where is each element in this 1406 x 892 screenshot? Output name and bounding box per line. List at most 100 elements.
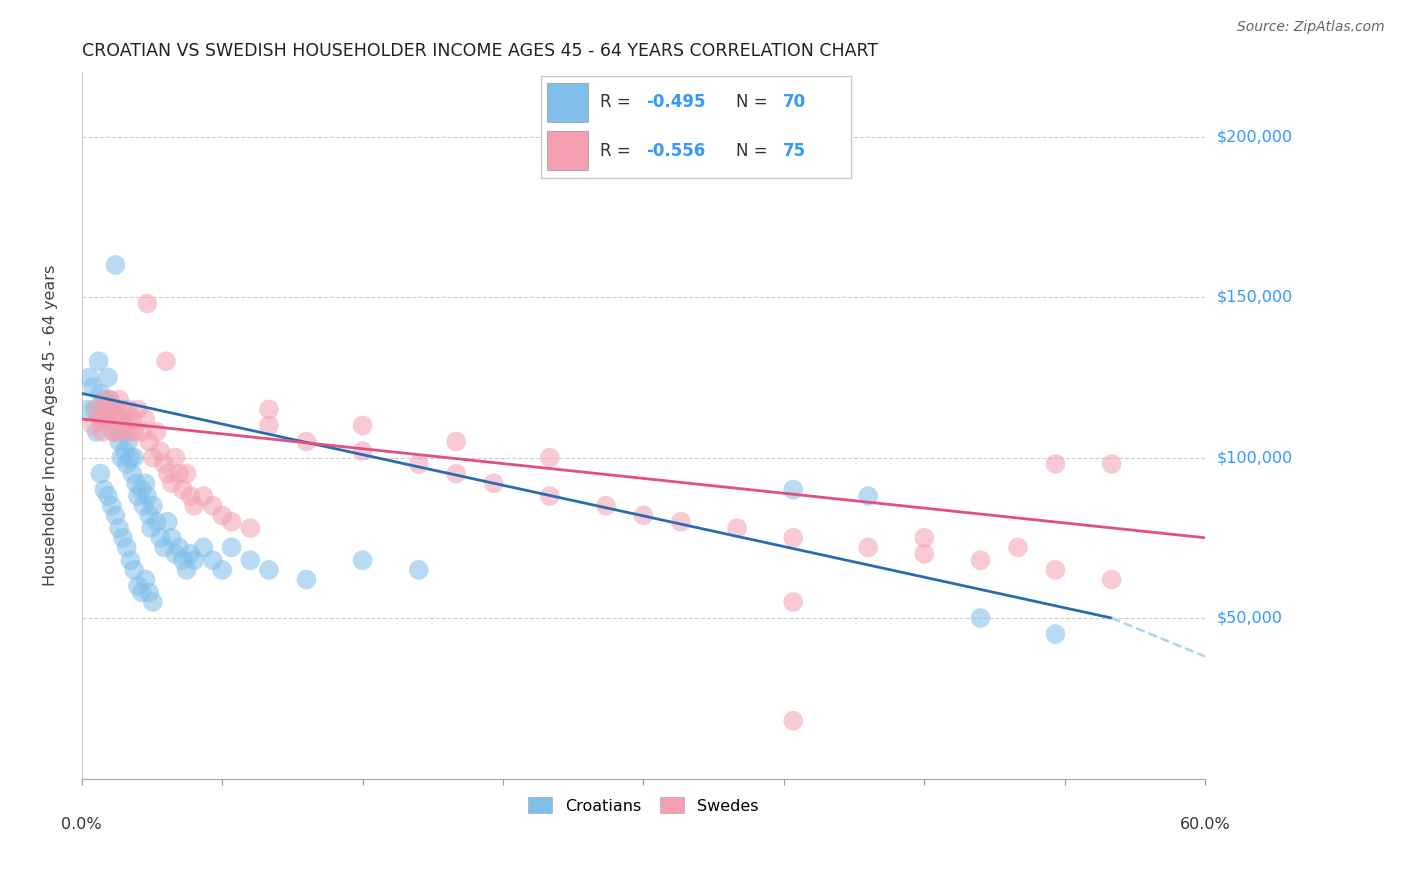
Point: [86, 402, 108, 417]
Point: [114, 418, 136, 433]
Point: [295, 434, 318, 449]
Point: [160, 531, 183, 545]
Point: [142, 450, 165, 465]
Point: [108, 521, 131, 535]
Point: [93, 392, 115, 407]
Text: $150,000: $150,000: [1216, 290, 1292, 304]
Point: [82, 380, 104, 394]
Point: [239, 553, 262, 567]
Point: [193, 541, 215, 555]
Point: [117, 402, 139, 417]
Point: [179, 547, 201, 561]
Text: CROATIAN VS SWEDISH HOUSEHOLDER INCOME AGES 45 - 64 YEARS CORRELATION CHART: CROATIAN VS SWEDISH HOUSEHOLDER INCOME A…: [82, 42, 877, 60]
Point: [165, 450, 187, 465]
Point: [183, 499, 205, 513]
Point: [89, 412, 111, 426]
Point: [153, 457, 176, 471]
Point: [856, 489, 879, 503]
Bar: [547, 131, 588, 170]
Y-axis label: Householder Income Ages 45 - 64 years: Householder Income Ages 45 - 64 years: [44, 265, 58, 586]
Point: [1045, 627, 1067, 641]
Point: [912, 531, 935, 545]
Point: [257, 418, 280, 433]
Point: [104, 508, 127, 523]
Point: [211, 508, 233, 523]
Point: [98, 392, 121, 407]
Point: [97, 412, 120, 426]
Point: [120, 553, 142, 567]
Point: [114, 444, 136, 458]
Point: [352, 418, 374, 433]
Point: [201, 499, 224, 513]
Point: [257, 402, 280, 417]
Point: [89, 386, 111, 401]
Point: [352, 553, 374, 567]
Point: [136, 296, 159, 310]
Point: [211, 563, 233, 577]
Point: [183, 553, 205, 567]
Point: [111, 531, 134, 545]
Point: [167, 541, 190, 555]
Point: [127, 402, 149, 417]
Point: [122, 450, 145, 465]
Point: [100, 412, 122, 426]
Point: [155, 354, 177, 368]
Point: [91, 409, 114, 423]
Legend: Croatians, Swedes: Croatians, Swedes: [522, 790, 765, 820]
Point: [633, 508, 655, 523]
Point: [134, 412, 156, 426]
Point: [142, 595, 165, 609]
Text: R =: R =: [600, 142, 636, 160]
Point: [352, 444, 374, 458]
Point: [104, 402, 127, 417]
Point: [82, 418, 104, 433]
Point: [782, 714, 804, 728]
Point: [138, 585, 160, 599]
Point: [76, 402, 98, 417]
Point: [122, 425, 145, 439]
Point: [131, 425, 153, 439]
Point: [969, 553, 991, 567]
Point: [117, 434, 139, 449]
Point: [115, 541, 138, 555]
Point: [1045, 457, 1067, 471]
Point: [110, 412, 132, 426]
Point: [97, 370, 120, 384]
Point: [125, 476, 148, 491]
Point: [156, 467, 179, 481]
Point: [93, 392, 115, 407]
Point: [201, 553, 224, 567]
Point: [127, 579, 149, 593]
Point: [100, 499, 122, 513]
Point: [179, 489, 201, 503]
Point: [145, 515, 167, 529]
Point: [156, 515, 179, 529]
Text: N =: N =: [737, 142, 773, 160]
Point: [165, 547, 187, 561]
Point: [295, 573, 318, 587]
Point: [93, 483, 115, 497]
Text: 0.0%: 0.0%: [62, 817, 103, 832]
Text: $100,000: $100,000: [1216, 450, 1292, 465]
Point: [108, 434, 131, 449]
Point: [444, 434, 467, 449]
Point: [131, 483, 153, 497]
Text: R =: R =: [600, 94, 636, 112]
Point: [595, 499, 617, 513]
Point: [1101, 573, 1123, 587]
Point: [725, 521, 748, 535]
Point: [142, 499, 165, 513]
Point: [1007, 541, 1029, 555]
Point: [221, 541, 243, 555]
Point: [482, 476, 505, 491]
Point: [132, 499, 155, 513]
Point: [120, 425, 142, 439]
Point: [669, 515, 692, 529]
Point: [176, 467, 198, 481]
Point: [94, 412, 117, 426]
Text: Source: ZipAtlas.com: Source: ZipAtlas.com: [1237, 20, 1385, 34]
Point: [105, 418, 128, 433]
Point: [131, 585, 153, 599]
Text: $200,000: $200,000: [1216, 129, 1292, 145]
Point: [77, 370, 100, 384]
